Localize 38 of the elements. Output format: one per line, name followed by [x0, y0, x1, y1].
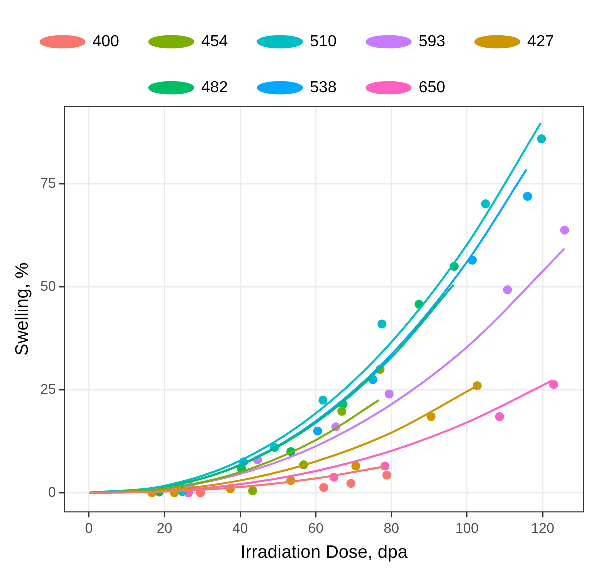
y-tick-label: 75	[40, 175, 56, 192]
legend-label: 593	[418, 33, 446, 50]
legend-label: 400	[92, 33, 120, 50]
x-tick-label: 100	[456, 520, 480, 536]
x-tick-label: 0	[85, 520, 94, 536]
y-axis-title: Swelling, %	[12, 262, 32, 356]
point	[338, 407, 347, 416]
point	[248, 486, 258, 496]
legend-label: 482	[201, 79, 228, 96]
point	[549, 380, 558, 390]
point	[319, 483, 328, 492]
x-tick-label: 120	[531, 520, 555, 536]
point	[313, 426, 322, 436]
x-tick-label: 60	[308, 520, 324, 536]
point	[481, 199, 490, 208]
y-tick-label: 25	[40, 380, 56, 397]
legend-label: 650	[418, 79, 446, 96]
point	[523, 192, 532, 202]
y-tick-label: 50	[40, 278, 56, 294]
x-tick-label: 40	[232, 520, 248, 536]
legend-label: 454	[201, 33, 228, 50]
point	[384, 390, 394, 399]
point	[346, 479, 356, 488]
point	[503, 286, 512, 295]
point	[537, 134, 546, 144]
point	[318, 396, 328, 405]
legend-label: 510	[310, 33, 337, 50]
x-axis-title: Irradiation Dose, dpa	[240, 542, 409, 562]
y-tick-label: 0	[48, 484, 56, 500]
point	[495, 412, 504, 422]
point	[378, 320, 387, 329]
point	[352, 462, 361, 471]
x-tick-label: 80	[384, 520, 400, 536]
point	[382, 470, 392, 480]
point	[560, 226, 570, 235]
legend-label: 427	[528, 33, 554, 50]
legend-label: 538	[310, 79, 337, 96]
x-tick-label: 20	[156, 520, 173, 536]
